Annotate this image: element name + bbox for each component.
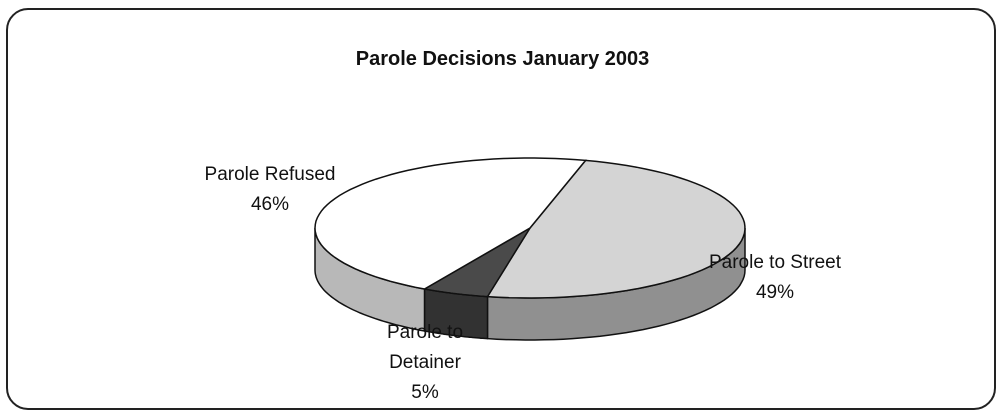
slice-label: Parole to Street 49% (690, 248, 860, 308)
slice-label: Parole Refused 46% (185, 160, 355, 220)
category-label: Parole to Street (708, 252, 842, 273)
pie-slice (314, 157, 588, 290)
value-label: 46% (250, 194, 290, 215)
value-label: 5% (411, 382, 439, 403)
value-label: 49% (755, 282, 795, 303)
slice-label: Parole to Detainer 5% (370, 318, 480, 408)
chart-title: Parole Decisions January 2003 (355, 48, 650, 70)
chart-frame (6, 8, 996, 410)
pie-slice (486, 159, 746, 299)
category-label: Parole Refused (204, 164, 336, 185)
category-label: Parole to Detainer (386, 322, 464, 373)
pie-slice (422, 227, 531, 298)
